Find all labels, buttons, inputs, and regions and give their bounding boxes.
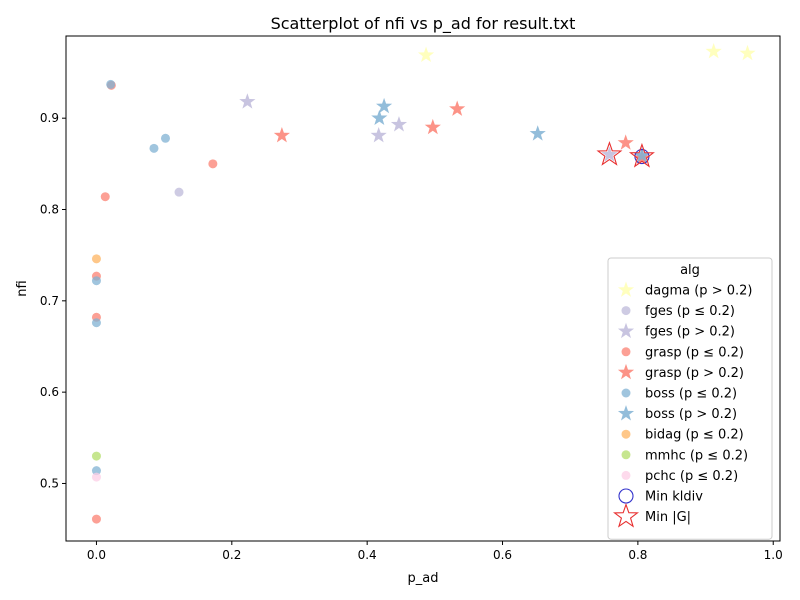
point-bidag-p-0-2 — [91, 254, 101, 264]
point-grasp-p-0-2 — [91, 514, 101, 524]
point-boss-p-0-2 — [91, 466, 101, 476]
point-dagma-p-0-2 — [417, 46, 435, 63]
point-boss-p-0-2 — [371, 109, 388, 126]
point-fges-p-0-2 — [239, 93, 256, 109]
point-boss-p-0-2 — [633, 147, 651, 163]
y-axis-label: nfi — [15, 280, 30, 296]
legend-label: fges (p ≤ 0.2) — [645, 304, 735, 319]
point-dagma-p-0-2 — [739, 44, 756, 61]
point-boss-p-0-2 — [149, 143, 159, 153]
x-tick-label: 0.4 — [358, 548, 377, 562]
x-tick-label: 1.0 — [764, 548, 783, 562]
point-boss-p-0-2 — [106, 79, 116, 89]
y-tick-label: 0.5 — [40, 476, 59, 490]
point-fges-p-0-2 — [390, 116, 408, 132]
legend-marker — [617, 405, 635, 421]
x-tick-label: 0.8 — [628, 548, 647, 562]
plot-frame — [65, 35, 781, 542]
highlight-min-g — [596, 141, 623, 166]
legend-label: dagma (p > 0.2) — [645, 284, 752, 299]
point-grasp-p-0-2 — [273, 127, 290, 143]
legend-marker — [621, 388, 631, 398]
legend-label: mmhc (p ≤ 0.2) — [645, 448, 748, 463]
legend-title: alg — [680, 263, 700, 278]
legend-label: boss (p ≤ 0.2) — [645, 387, 737, 402]
legend-marker — [621, 306, 631, 316]
point-boss-p-0-2 — [376, 97, 393, 114]
y-tick-label: 0.9 — [40, 111, 59, 125]
legend-label: Min |G| — [645, 510, 691, 525]
y-tick-label: 0.7 — [40, 294, 59, 308]
point-boss-p-0-2 — [91, 276, 101, 286]
highlight-min-g — [628, 142, 655, 168]
point-fges-p-0-2 — [174, 187, 184, 197]
point-fges-p-0-2 — [370, 127, 387, 143]
point-boss-p-0-2 — [529, 125, 546, 141]
y-axis-ticks: 0.5 0.6 0.7 0.8 0.9 — [40, 111, 66, 490]
point-grasp-p-0-2 — [100, 192, 110, 202]
x-axis-ticks: 0.0 0.2 0.4 0.6 0.8 1.0 — [87, 541, 783, 562]
legend-label: grasp (p ≤ 0.2) — [645, 345, 744, 360]
legend-marker — [617, 363, 635, 380]
point-grasp-p-0-2 — [449, 100, 466, 116]
legend: alg dagma (p > 0.2) fges (p ≤ 0.2) fges (p… — [607, 257, 773, 540]
legend-marker — [621, 347, 631, 357]
legend-label: boss (p > 0.2) — [645, 407, 737, 422]
point-fges-p-0-2 — [601, 146, 618, 162]
chart-title: Scatterplot of nfi vs p_ad for result.tx… — [271, 14, 576, 34]
legend-label: fges (p > 0.2) — [645, 325, 735, 340]
point-grasp-p-0-2 — [208, 159, 218, 169]
x-tick-label: 0.6 — [493, 548, 512, 562]
legend-label: grasp (p > 0.2) — [645, 366, 744, 381]
y-tick-label: 0.6 — [40, 385, 59, 399]
x-tick-label: 0.0 — [87, 548, 106, 562]
legend-marker — [621, 450, 631, 460]
point-grasp-p-0-2 — [617, 134, 634, 150]
plot-marks — [91, 43, 756, 524]
legend-marker — [621, 429, 631, 439]
point-pchc-p-0-2 — [91, 472, 101, 482]
y-tick-label: 0.8 — [40, 203, 59, 217]
legend-marker — [612, 502, 640, 528]
x-axis-label: p_ad — [408, 571, 439, 586]
legend-label: pchc (p ≤ 0.2) — [645, 469, 738, 484]
point-boss-p-0-2 — [160, 133, 170, 143]
legend-marker — [617, 322, 635, 339]
legend-marker — [617, 281, 635, 297]
point-mmhc-p-0-2 — [91, 451, 101, 461]
legend-label: Min kldiv — [645, 490, 703, 505]
x-tick-label: 0.2 — [222, 548, 241, 562]
legend-label: bidag (p ≤ 0.2) — [645, 428, 744, 443]
point-grasp-p-0-2 — [424, 118, 441, 135]
legend-marker — [621, 470, 631, 480]
legend-box — [607, 257, 773, 540]
point-boss-p-0-2 — [91, 318, 101, 328]
point-dagma-p-0-2 — [705, 43, 722, 59]
